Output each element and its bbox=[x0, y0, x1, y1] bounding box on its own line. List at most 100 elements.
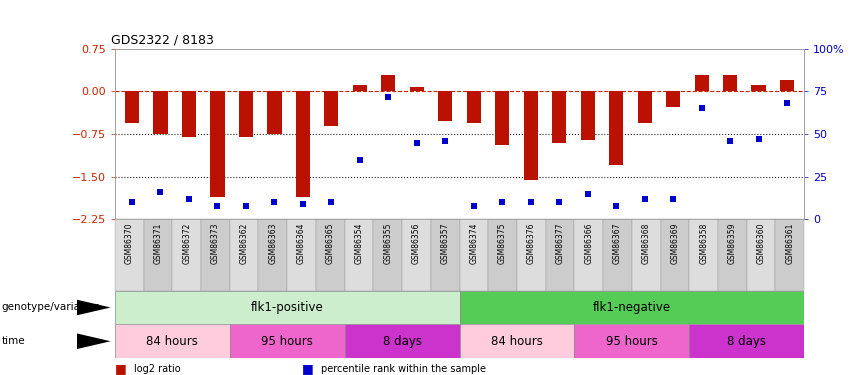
Polygon shape bbox=[77, 333, 111, 349]
Bar bbox=[316, 219, 345, 291]
Point bbox=[296, 201, 310, 207]
Bar bbox=[296, 92, 310, 196]
Bar bbox=[517, 219, 545, 291]
Bar bbox=[460, 324, 574, 358]
Point bbox=[324, 200, 338, 206]
Bar bbox=[460, 291, 804, 324]
Text: genotype/variation: genotype/variation bbox=[2, 303, 100, 312]
Text: flk1-negative: flk1-negative bbox=[593, 301, 671, 314]
Point bbox=[210, 203, 224, 209]
Bar bbox=[438, 92, 453, 121]
Point bbox=[154, 189, 168, 195]
Point bbox=[125, 200, 139, 206]
Text: GSM86375: GSM86375 bbox=[498, 222, 507, 264]
Bar bbox=[144, 219, 172, 291]
Bar bbox=[495, 92, 510, 146]
Polygon shape bbox=[77, 300, 111, 315]
Bar bbox=[466, 92, 481, 123]
Bar bbox=[689, 324, 804, 358]
Bar bbox=[718, 219, 747, 291]
Text: 8 days: 8 days bbox=[728, 335, 766, 348]
Bar bbox=[689, 219, 718, 291]
Text: 8 days: 8 days bbox=[383, 335, 421, 348]
Bar bbox=[631, 219, 660, 291]
Text: GSM86359: GSM86359 bbox=[728, 222, 737, 264]
Bar bbox=[172, 219, 201, 291]
Bar bbox=[287, 219, 316, 291]
Point bbox=[267, 200, 281, 206]
Point bbox=[638, 196, 652, 202]
Bar bbox=[660, 219, 689, 291]
Text: GSM86371: GSM86371 bbox=[153, 222, 163, 264]
Text: GSM86365: GSM86365 bbox=[326, 222, 334, 264]
Text: GDS2322 / 8183: GDS2322 / 8183 bbox=[111, 34, 214, 47]
Bar bbox=[374, 219, 402, 291]
Text: GSM86356: GSM86356 bbox=[412, 222, 421, 264]
Bar bbox=[747, 219, 775, 291]
Bar bbox=[460, 219, 488, 291]
Bar bbox=[381, 75, 396, 92]
Point bbox=[182, 196, 196, 202]
Text: 95 hours: 95 hours bbox=[606, 335, 658, 348]
Text: GSM86362: GSM86362 bbox=[240, 222, 248, 264]
Point bbox=[666, 196, 680, 202]
Bar bbox=[780, 80, 794, 92]
Text: flk1-positive: flk1-positive bbox=[251, 301, 323, 314]
Text: GSM86355: GSM86355 bbox=[383, 222, 392, 264]
Text: GSM86368: GSM86368 bbox=[642, 222, 651, 264]
Bar bbox=[694, 75, 709, 92]
Bar bbox=[115, 291, 460, 324]
Bar bbox=[259, 219, 287, 291]
Bar bbox=[324, 92, 339, 126]
Bar bbox=[523, 92, 538, 180]
Bar bbox=[201, 219, 230, 291]
Point bbox=[381, 93, 395, 99]
Bar bbox=[402, 219, 431, 291]
Bar bbox=[409, 87, 424, 92]
Bar bbox=[775, 219, 804, 291]
Bar bbox=[431, 219, 460, 291]
Point bbox=[495, 200, 509, 206]
Bar bbox=[345, 219, 374, 291]
Text: 84 hours: 84 hours bbox=[146, 335, 198, 348]
Text: GSM86358: GSM86358 bbox=[700, 222, 708, 264]
Text: GSM86363: GSM86363 bbox=[268, 222, 277, 264]
Text: ■: ■ bbox=[115, 362, 127, 375]
Text: 84 hours: 84 hours bbox=[491, 335, 543, 348]
Text: GSM86357: GSM86357 bbox=[441, 222, 449, 264]
Bar bbox=[153, 92, 168, 134]
Bar bbox=[580, 92, 595, 140]
Bar bbox=[666, 92, 680, 107]
Bar bbox=[552, 92, 567, 142]
Text: GSM86374: GSM86374 bbox=[470, 222, 478, 264]
Bar bbox=[545, 219, 574, 291]
Text: percentile rank within the sample: percentile rank within the sample bbox=[321, 364, 486, 374]
Bar bbox=[239, 92, 253, 137]
Bar bbox=[637, 92, 652, 123]
Point bbox=[438, 138, 452, 144]
Bar bbox=[230, 219, 259, 291]
Bar bbox=[751, 85, 766, 92]
Bar bbox=[574, 219, 603, 291]
Point bbox=[751, 136, 765, 142]
Point bbox=[524, 200, 538, 206]
Text: GSM86361: GSM86361 bbox=[785, 222, 794, 264]
Bar bbox=[182, 92, 196, 137]
Point bbox=[410, 140, 424, 146]
Point bbox=[353, 157, 367, 163]
Bar bbox=[352, 85, 367, 92]
Text: time: time bbox=[2, 336, 26, 346]
Text: GSM86367: GSM86367 bbox=[613, 222, 622, 264]
Text: GSM86369: GSM86369 bbox=[671, 222, 679, 264]
Text: GSM86366: GSM86366 bbox=[585, 222, 593, 264]
Text: GSM86373: GSM86373 bbox=[211, 222, 220, 264]
Bar bbox=[723, 75, 737, 92]
Bar bbox=[115, 219, 144, 291]
Point bbox=[467, 203, 481, 209]
Text: ■: ■ bbox=[302, 362, 314, 375]
Text: GSM86354: GSM86354 bbox=[355, 222, 363, 264]
Text: GSM86372: GSM86372 bbox=[182, 222, 191, 264]
Bar bbox=[115, 324, 230, 358]
Text: GSM86360: GSM86360 bbox=[757, 222, 766, 264]
Bar bbox=[230, 324, 345, 358]
